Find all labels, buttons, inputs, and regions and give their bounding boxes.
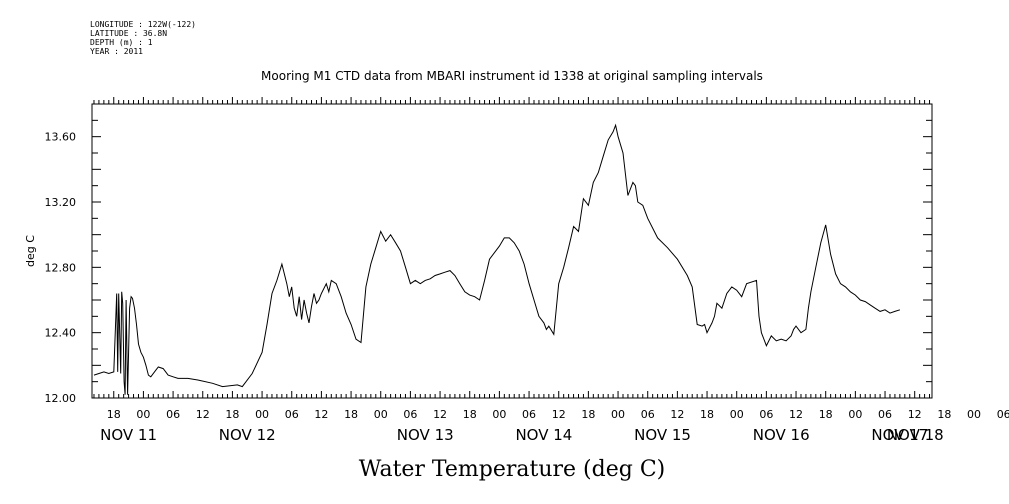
x-tick-label: 12 — [789, 408, 803, 421]
latitude-text: LATITUDE : 36.8N — [90, 29, 168, 38]
tick-marks — [92, 97, 932, 399]
day-label: NOV 15 — [634, 426, 691, 444]
x-axis-label: Water Temperature (deg C) — [359, 457, 666, 482]
y-tick-label: 13.20 — [45, 196, 77, 209]
day-label: NOV 17 — [871, 426, 928, 444]
x-tick-label: 12 — [433, 408, 447, 421]
year-text: YEAR : 2011 — [90, 47, 143, 56]
day-label: NOV 12 — [219, 426, 276, 444]
x-tick-label: 12 — [552, 408, 566, 421]
day-label: NOV 11 — [100, 426, 157, 444]
x-tick-label: 12 — [670, 408, 684, 421]
y-axis-label: deg C — [24, 235, 37, 267]
longitude-text: LONGITUDE : 122W(-122) — [90, 20, 196, 29]
x-tick-label: 06 — [403, 408, 417, 421]
x-tick-label: 18 — [344, 408, 358, 421]
x-tick-label: 06 — [641, 408, 655, 421]
x-tick-label: 06 — [166, 408, 180, 421]
x-tick-label: 12 — [314, 408, 328, 421]
x-tick-label: 18 — [700, 408, 714, 421]
day-labels: NOV 11 NOV 12 NOV 13 NOV 14 NOV 15 NOV 16 NOV … — [100, 426, 944, 444]
chart-title: Mooring M1 CTD data from MBARI instrumen… — [261, 69, 763, 83]
day-label: NOV 13 — [397, 426, 454, 444]
x-tick-label: 06 — [522, 408, 536, 421]
day-label: NOV 14 — [515, 426, 572, 444]
metadata-block: LONGITUDE : 122W(-122) LATITUDE : 36.8N … — [90, 20, 196, 56]
x-tick-label: 12 — [196, 408, 210, 421]
y-tick-label: 12.80 — [45, 261, 77, 274]
y-tick-label: 12.00 — [45, 392, 77, 405]
x-tick-label: 06 — [285, 408, 299, 421]
x-tick-label: 18 — [581, 408, 595, 421]
x-tick-label: 00 — [611, 408, 625, 421]
x-tick-label: 00 — [967, 408, 981, 421]
x-tick-label: 18 — [107, 408, 121, 421]
x-tick-label: 00 — [136, 408, 150, 421]
day-label: NOV 16 — [753, 426, 810, 444]
x-tick-label: 18 — [937, 408, 951, 421]
x-tick-label: 00 — [730, 408, 744, 421]
x-tick-label: 06 — [997, 408, 1009, 421]
x-tick-label: 00 — [374, 408, 388, 421]
x-tick-label: 18 — [463, 408, 477, 421]
y-tick-labels: 12.00 12.40 12.80 13.20 13.60 — [45, 131, 77, 405]
x-tick-label: 06 — [759, 408, 773, 421]
y-tick-label: 13.60 — [45, 131, 77, 144]
x-tick-label: 00 — [492, 408, 506, 421]
x-tick-label: 12 — [908, 408, 922, 421]
day-label: NOV 18 — [887, 426, 944, 444]
y-tick-label: 12.40 — [45, 327, 77, 340]
x-tick-label: 06 — [878, 408, 892, 421]
temperature-line — [93, 123, 901, 395]
x-tick-labels: 18 00 06 12 18 00 06 12 18 00 06 12 18 00 06 12 18 00 06 12… — [107, 408, 1009, 421]
x-tick-label: 00 — [255, 408, 269, 421]
plot-frame — [91, 103, 933, 399]
x-tick-label: 00 — [848, 408, 862, 421]
depth-text: DEPTH (m) : 1 — [90, 38, 153, 47]
x-tick-label: 18 — [225, 408, 239, 421]
x-tick-label: 18 — [819, 408, 833, 421]
